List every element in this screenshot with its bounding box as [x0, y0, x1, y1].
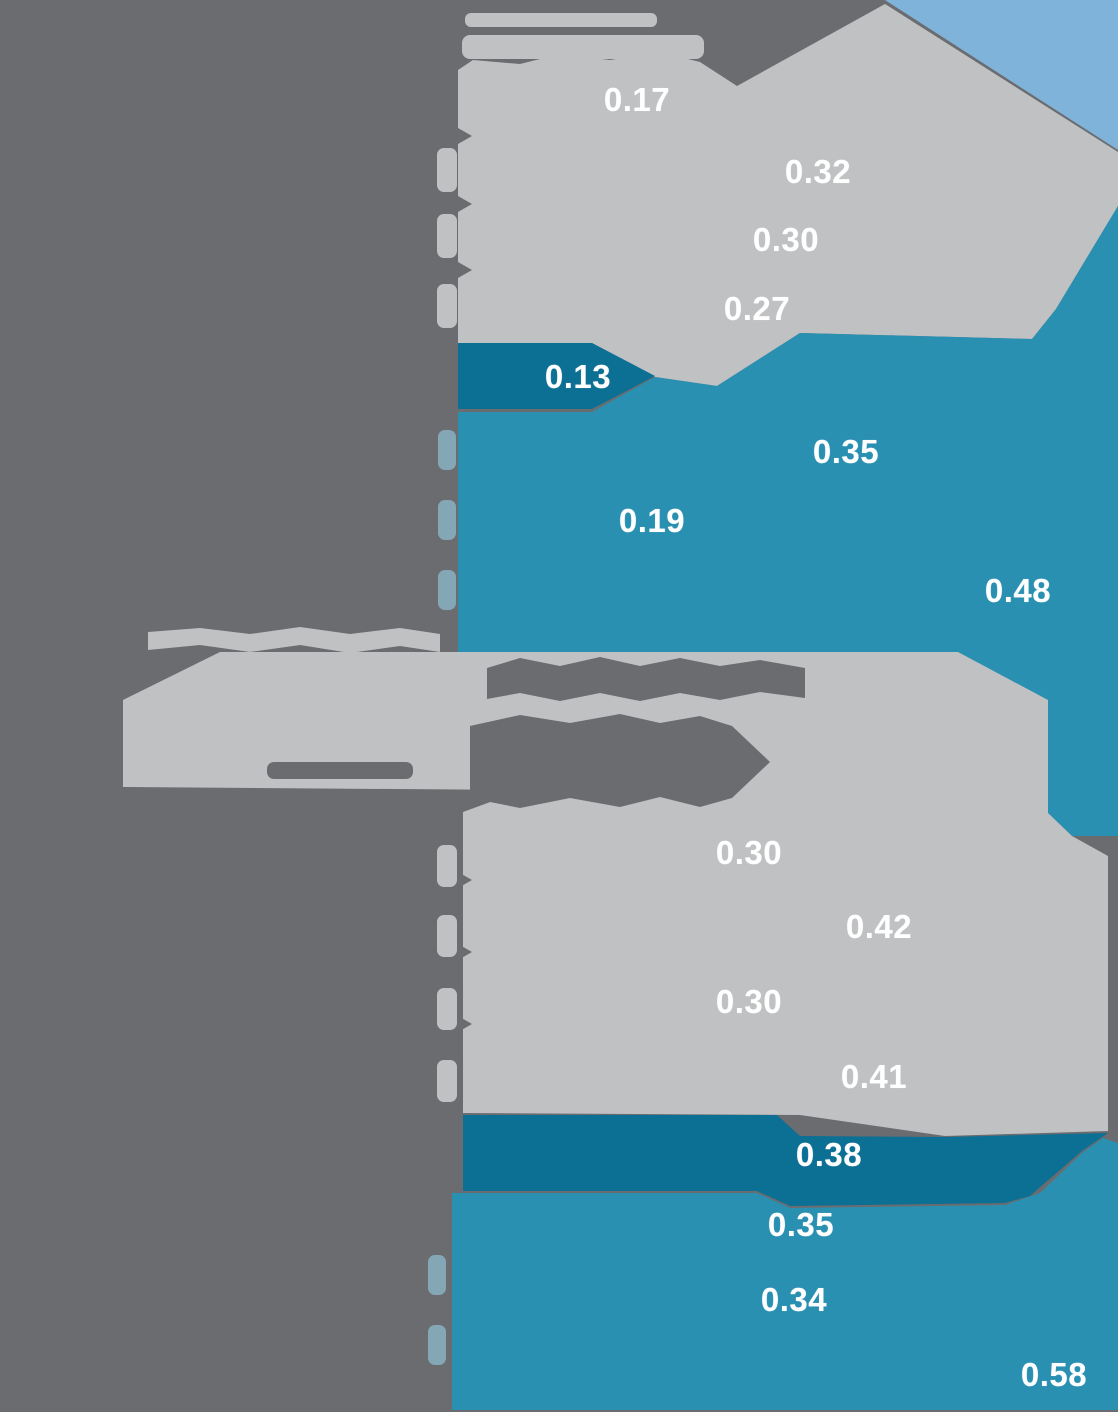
illegible-text-blob-band: [487, 657, 805, 701]
row-label-remnant-blob: [438, 570, 456, 610]
bar-value-label: 0.58: [1020, 1356, 1088, 1393]
illegible-text-blob-parallelogram: [267, 762, 413, 779]
illegible-title-blob-line2: [462, 35, 704, 59]
top-right-accent-triangle: [885, 0, 1118, 150]
row-label-remnant-blob: [437, 845, 457, 887]
row-boundary-notch: [458, 872, 472, 888]
row-label-remnant-blob: [437, 988, 457, 1030]
top-panel-gray-bars-area: [458, 4, 1118, 386]
row-label-remnant-blob: [438, 430, 456, 470]
illegible-light-text-blob-left: [148, 627, 440, 653]
bottom-white-strip: [0, 1412, 1118, 1422]
bar-value-label: 0.32: [784, 153, 852, 190]
bar-value-label: 0.41: [840, 1058, 908, 1095]
row-label-remnant-blob: [428, 1325, 446, 1365]
row-label-remnant-blob: [437, 214, 457, 258]
row-boundary-notch: [458, 128, 472, 144]
row-label-remnant-blob: [438, 500, 456, 540]
bar-value-label: 0.30: [752, 221, 820, 258]
top-panel-dark-teal-bar: [458, 343, 655, 409]
bar-value-label: 0.17: [603, 81, 671, 118]
illegible-arrow-text-blob: [470, 714, 770, 808]
row-boundary-notch: [458, 262, 472, 278]
bar-value-label: 0.42: [845, 908, 913, 945]
row-label-remnant-blob: [428, 1255, 446, 1295]
row-label-remnant-blob: [437, 915, 457, 957]
row-label-remnant-blob: [437, 148, 457, 192]
bar-value-label: 0.13: [544, 358, 612, 395]
bar-value-label: 0.19: [618, 502, 686, 539]
bar-value-label: 0.34: [760, 1281, 828, 1318]
row-label-remnant-blob: [437, 284, 457, 328]
row-label-remnant-blob: [437, 1060, 457, 1102]
bar-value-label: 0.27: [723, 290, 791, 327]
bottom-panel-teal-bars-area: [452, 1138, 1118, 1410]
bar-value-label: 0.48: [984, 572, 1052, 609]
bottom-panel-dark-teal-bar: [463, 1115, 1108, 1206]
bar-value-label: 0.35: [812, 433, 880, 470]
row-boundary-notch: [458, 1016, 472, 1032]
bar-value-label: 0.30: [715, 834, 783, 871]
illegible-title-blob-line1: [465, 13, 657, 27]
bar-value-label: 0.30: [715, 983, 783, 1020]
bar-value-label: 0.38: [795, 1136, 863, 1173]
row-boundary-notch: [458, 944, 472, 960]
row-boundary-notch: [458, 196, 472, 212]
top-panel-teal-bars-area: [458, 206, 1118, 836]
bar-value-label: 0.35: [767, 1206, 835, 1243]
